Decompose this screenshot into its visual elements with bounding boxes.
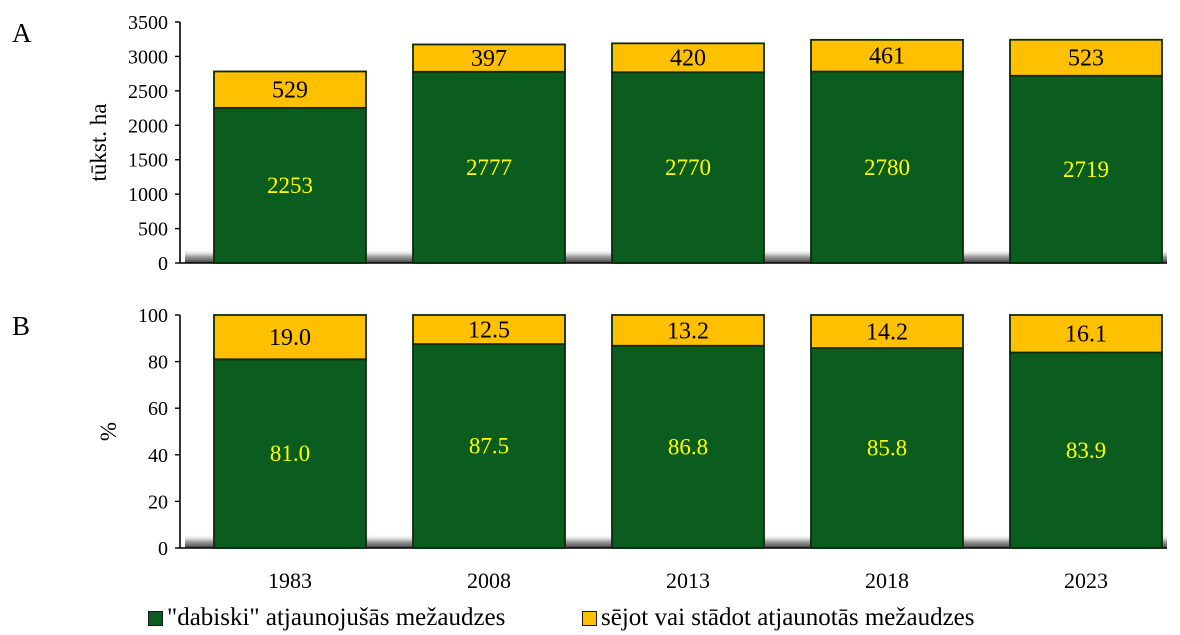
bar-segment — [412, 343, 566, 549]
bar-value-label: 86.8 — [668, 434, 708, 459]
legend-label-natural: "dabiski" atjaunojušās mežaudzes — [167, 604, 506, 631]
y-tick-label: 0 — [158, 253, 168, 275]
y-axis-title: tūkst. ha — [86, 104, 111, 182]
bar-segment — [1009, 314, 1163, 354]
bar-value-label: 87.5 — [469, 434, 509, 459]
bar-segment — [412, 43, 566, 73]
y-tick-label: 3500 — [128, 12, 168, 34]
x-tick-label: 2013 — [666, 568, 710, 593]
bar-segment — [810, 314, 964, 349]
y-tick-label: 1500 — [128, 150, 168, 172]
bar-segment — [810, 347, 964, 549]
bar-segment — [611, 42, 765, 74]
bar-segment — [213, 106, 367, 264]
x-tick-label: 1983 — [268, 568, 312, 593]
panel-label: A — [12, 18, 32, 48]
bar-value-label: 85.8 — [867, 436, 907, 461]
bar-value-label: 2253 — [267, 173, 313, 198]
y-tick-label: 2000 — [128, 115, 168, 137]
x-tick-label: 2023 — [1064, 568, 1108, 593]
bar-value-label: 81.0 — [270, 441, 310, 466]
legend-swatch-natural — [148, 610, 163, 626]
bar-segment — [611, 71, 765, 264]
bar-segment — [611, 344, 765, 549]
bar-segment — [412, 70, 566, 264]
bar-segment — [810, 70, 964, 264]
bar-value-label: 16.1 — [1065, 322, 1107, 348]
panel-b-chart: B% 0 20 40 60 80 100 81.0 19.0 87.5 12.5 86.8 13.2 85… — [12, 305, 1167, 593]
bar-value-label: 397 — [471, 46, 507, 72]
legend-item-planted: sējot vai stādot atjaunotās mežaudzes — [582, 604, 975, 632]
bar-segment — [412, 314, 566, 346]
bar-segment — [1009, 74, 1163, 264]
y-tick-label: 60 — [148, 398, 168, 420]
x-tick-label: 2008 — [467, 568, 511, 593]
bar-value-label: 2777 — [466, 155, 512, 180]
legend: "dabiski" atjaunojušās mežaudzes sējot v… — [0, 604, 1180, 634]
bar-segment — [213, 314, 367, 361]
bar-value-label: 14.2 — [866, 319, 908, 345]
panel-label: B — [12, 311, 30, 341]
bar-segment — [213, 358, 367, 549]
y-tick-label: 2500 — [128, 81, 168, 103]
y-tick-label: 40 — [148, 445, 168, 467]
y-tick-label: 3000 — [128, 46, 168, 68]
bar-value-label: 2770 — [665, 155, 711, 180]
y-tick-label: 500 — [138, 219, 168, 241]
y-tick-label: 80 — [148, 352, 168, 374]
legend-swatch-planted — [582, 610, 597, 626]
bar-value-label: 2719 — [1063, 157, 1109, 182]
bar-value-label: 461 — [869, 44, 905, 70]
bar-segment — [810, 38, 964, 73]
bar-value-label: 19.0 — [269, 325, 311, 351]
legend-label-planted: sējot vai stādot atjaunotās mežaudzes — [601, 604, 975, 631]
y-tick-label: 100 — [138, 305, 168, 327]
legend-item-natural: "dabiski" atjaunojušās mežaudzes — [148, 604, 505, 632]
bar-value-label: 420 — [670, 46, 706, 72]
y-tick-label: 0 — [158, 538, 168, 560]
bar-segment — [213, 70, 367, 109]
bar-segment — [1009, 38, 1163, 77]
bar-value-label: 83.9 — [1066, 438, 1106, 463]
bar-value-label: 12.5 — [468, 317, 510, 343]
y-tick-label: 1000 — [128, 184, 168, 206]
y-tick-label: 20 — [148, 491, 168, 513]
bar-value-label: 13.2 — [667, 318, 709, 344]
bar-value-label: 2780 — [864, 155, 910, 180]
y-axis-title: % — [96, 422, 121, 441]
bar-segment — [611, 314, 765, 347]
x-tick-label: 2018 — [865, 568, 909, 593]
bar-value-label: 529 — [272, 78, 308, 104]
bar-value-label: 523 — [1068, 46, 1104, 72]
